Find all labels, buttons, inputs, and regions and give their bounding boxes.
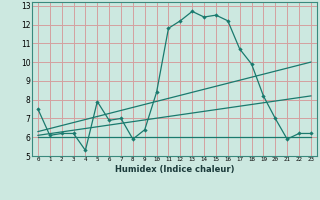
X-axis label: Humidex (Indice chaleur): Humidex (Indice chaleur) <box>115 165 234 174</box>
